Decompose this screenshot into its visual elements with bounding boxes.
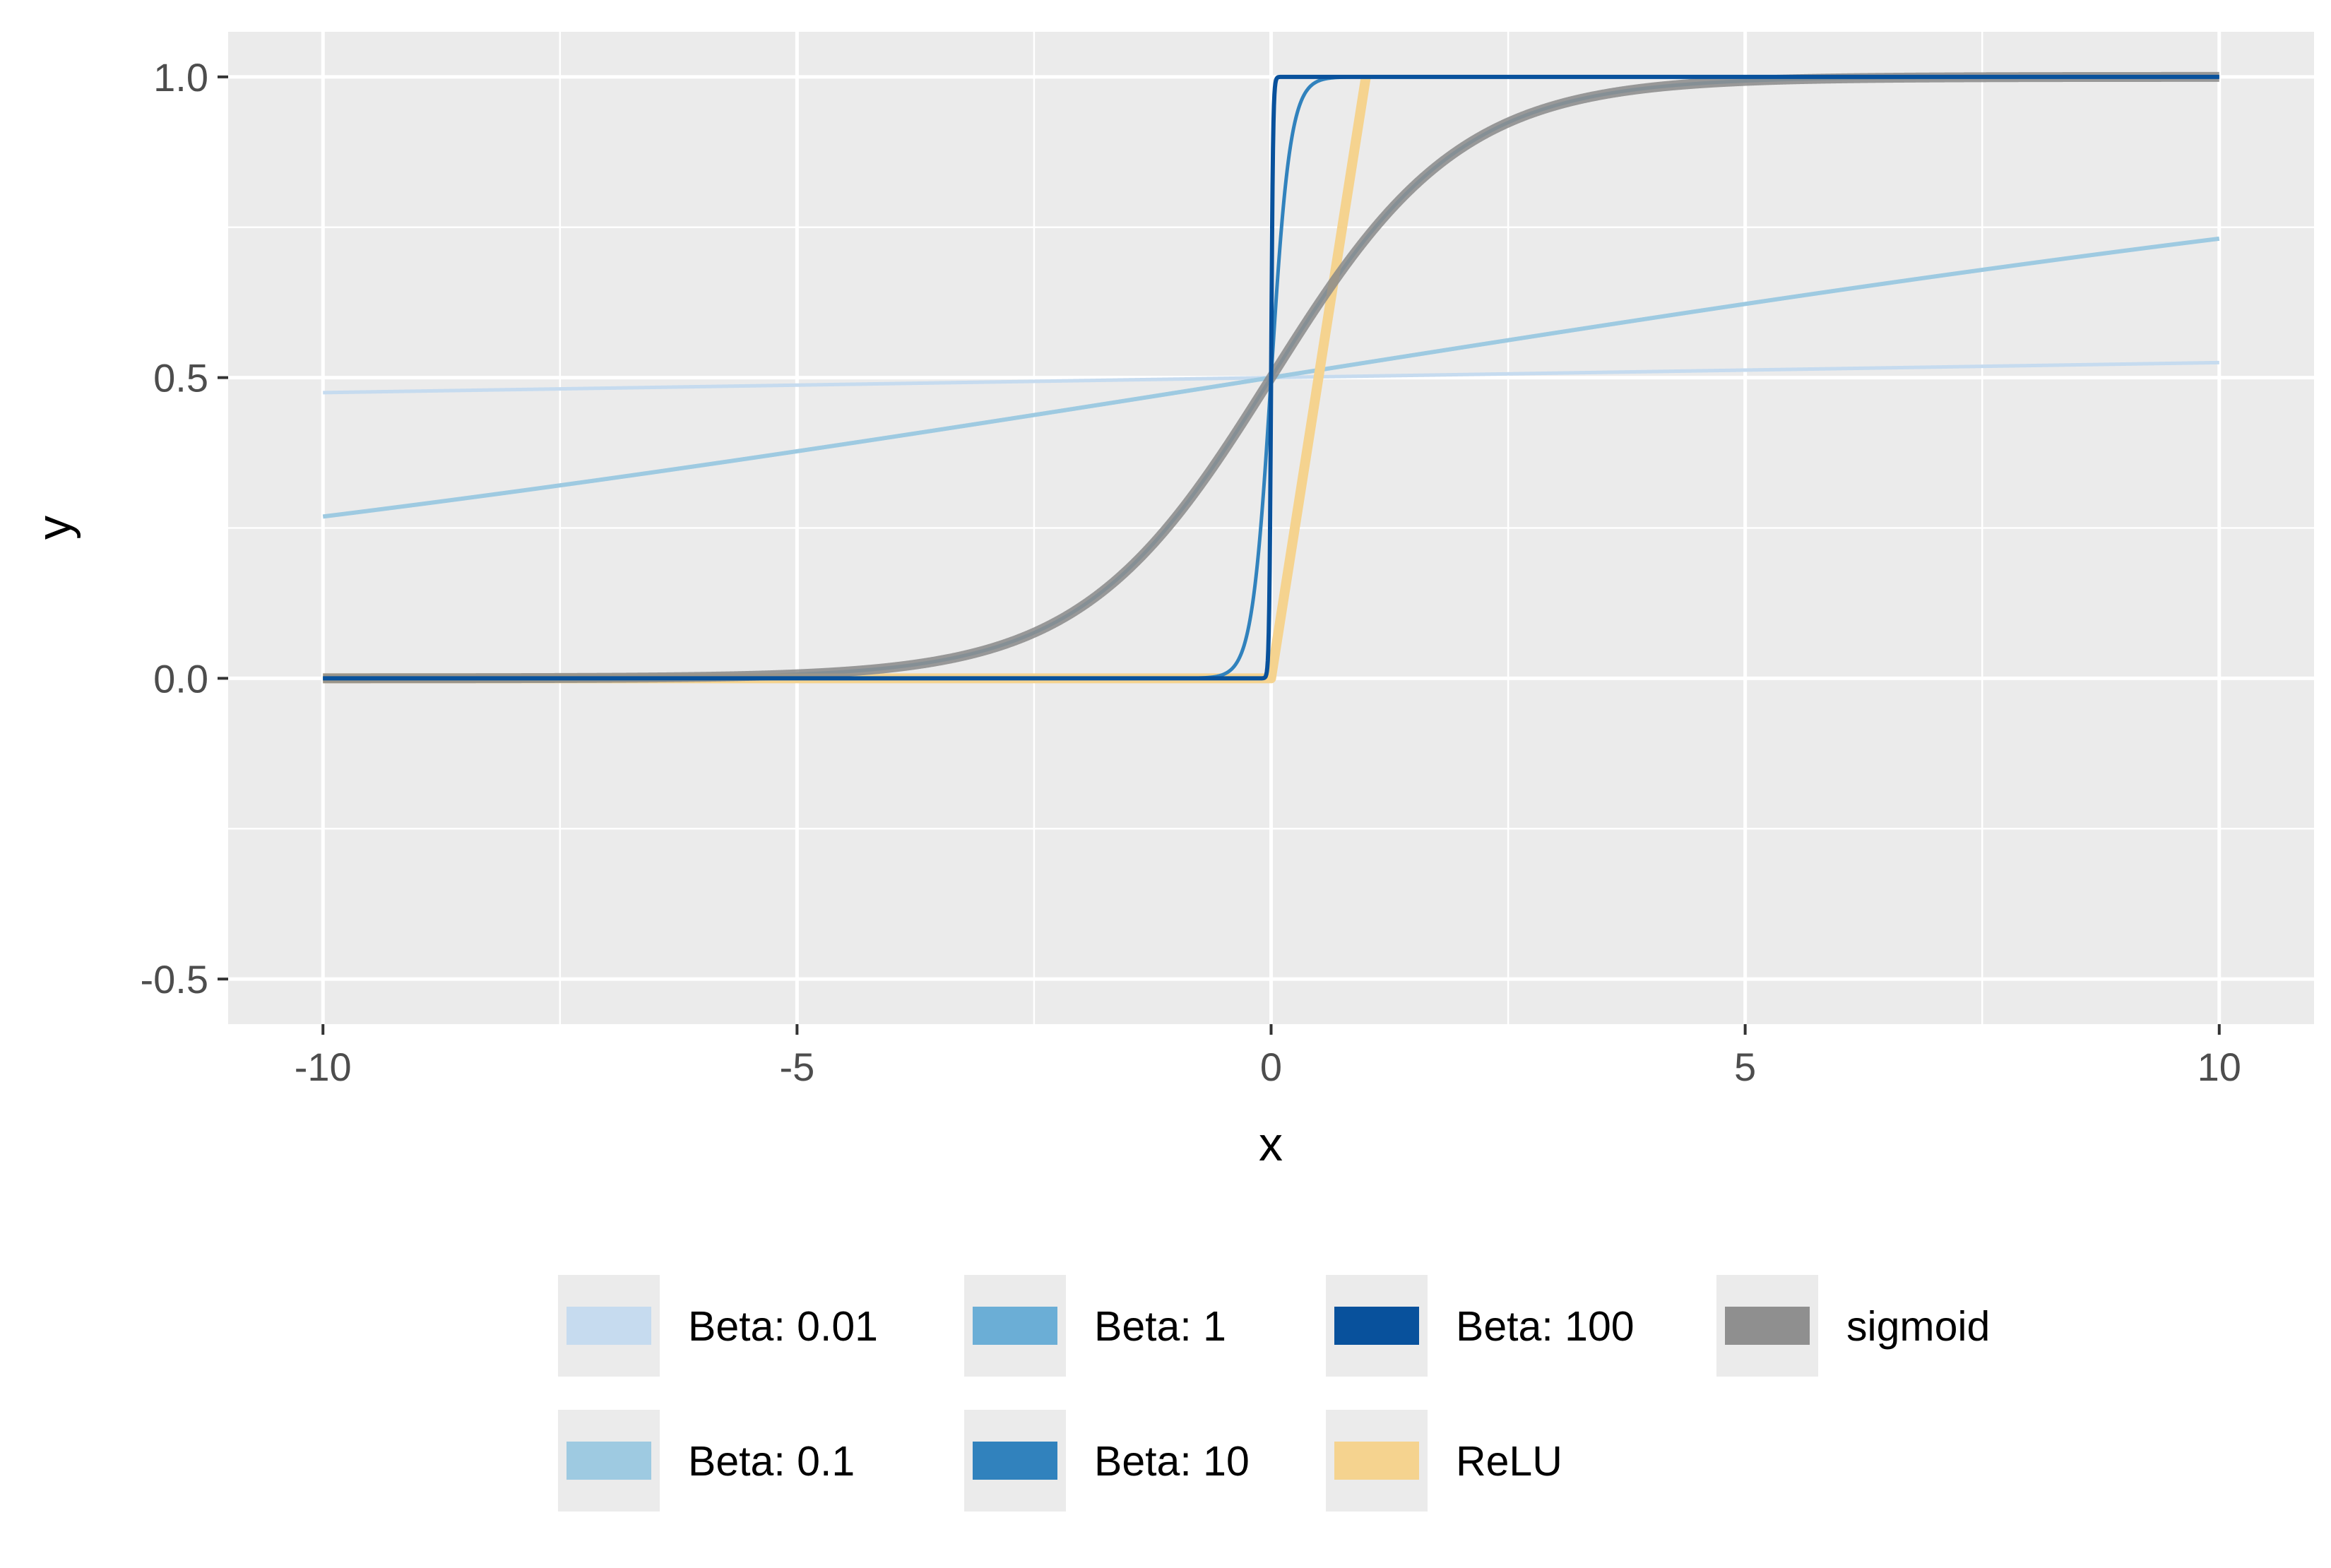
x-tick-label: 5 [1734, 1045, 1756, 1089]
series-layer [318, 71, 2224, 684]
series-line-beta-100 [321, 74, 2222, 681]
legend-label: Beta: 10 [1094, 1438, 1250, 1485]
legend-label: Beta: 0.1 [688, 1438, 855, 1485]
y-tick-label: 0.5 [153, 356, 208, 400]
axis-ticks [218, 75, 2221, 1035]
legend: Beta: 0.01 Beta: 0.1 Beta: 1 Beta: 10 Beta: … [558, 1275, 1990, 1511]
x-tick-label: 10 [2197, 1045, 2241, 1089]
legend-label: Beta: 100 [1456, 1303, 1635, 1350]
legend-swatch [973, 1442, 1057, 1480]
legend-swatch [1725, 1307, 1810, 1345]
y-tick-label: 1.0 [153, 55, 208, 100]
x-tick-labels: -10 -5 0 5 10 [295, 1045, 2241, 1089]
y-tick-label: -0.5 [141, 957, 209, 1002]
x-tick-label: 0 [1260, 1045, 1282, 1089]
legend-label: sigmoid [1846, 1303, 1990, 1350]
x-axis-title: x [1259, 1117, 1283, 1171]
legend-label: Beta: 1 [1094, 1303, 1226, 1350]
y-tick-label: 0.0 [153, 656, 208, 701]
y-axis-title: y [28, 516, 81, 540]
x-tick-label: -10 [295, 1045, 352, 1089]
legend-swatch [567, 1442, 651, 1480]
legend-swatch [973, 1307, 1057, 1345]
legend-swatch [1334, 1442, 1419, 1480]
y-tick-labels: -0.5 0.0 0.5 1.0 [141, 55, 209, 1002]
legend-swatch [567, 1307, 651, 1345]
legend-swatch [1334, 1307, 1419, 1345]
legend-label: ReLU [1456, 1438, 1562, 1485]
x-tick-label: -5 [779, 1045, 814, 1089]
legend-label: Beta: 0.01 [688, 1303, 878, 1350]
